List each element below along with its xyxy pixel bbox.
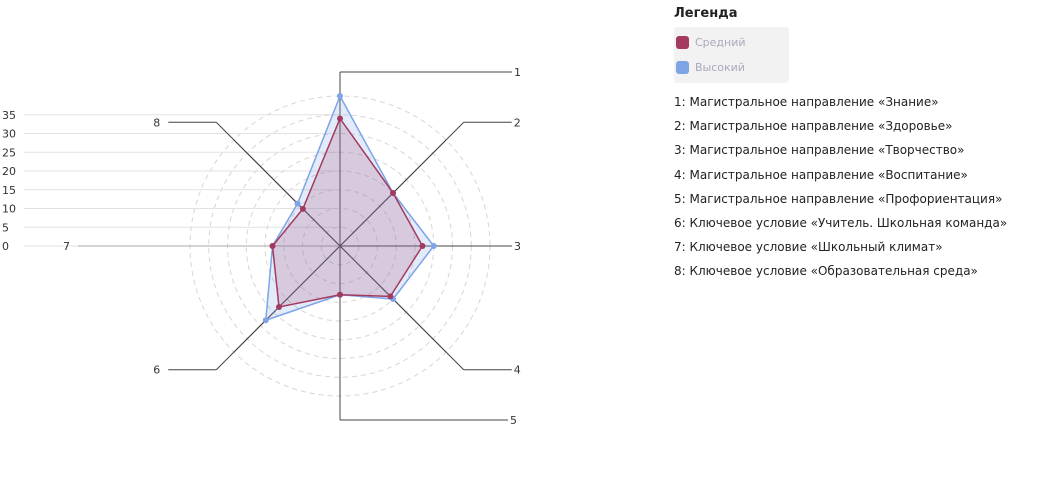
tick-label-15: 15	[2, 184, 16, 197]
series-point-medium-5	[337, 291, 343, 298]
tick-lines	[24, 114, 340, 247]
legend-series-box: Средний Высокий	[674, 27, 789, 83]
series-point-high-3	[430, 243, 437, 249]
leader-diagonal-2	[339, 121, 465, 247]
axis-label-1: 1	[514, 66, 521, 79]
axis-description-3: 3: Магистральное направление «Творчество…	[674, 143, 965, 158]
axis-description-2: 2: Магистральное направление «Здоровье»	[674, 119, 953, 134]
axis-description-4: 4: Магистральное направление «Воспитание…	[674, 167, 968, 182]
series-point-high-8	[294, 200, 301, 207]
series-point-medium-4	[387, 293, 394, 300]
tick-label-25: 25	[2, 146, 16, 159]
axis-label-2: 2	[514, 116, 521, 129]
legend-entry-high[interactable]: Высокий	[674, 55, 789, 80]
axis-description-list: 1: Магистральное направление «Знание» 2:…	[674, 90, 1039, 284]
series-point-high-6	[262, 317, 269, 324]
series-point-medium-6	[276, 303, 283, 310]
axis-label-6: 6	[153, 364, 160, 377]
axis-description-5: 5: Магистральное направление «Профориент…	[674, 191, 1003, 206]
legend-panel: Легенда Средний Высокий 1: Магистральное…	[674, 6, 1039, 284]
series-point-medium-2	[390, 189, 397, 196]
tick-labels: 0 5 10 15 20 25 30 35	[2, 109, 16, 253]
axis-label-7: 7	[63, 240, 70, 253]
axis-description-8: 8: Ключевое условие «Образовательная сре…	[674, 264, 978, 279]
series-layer	[262, 93, 437, 324]
series-point-medium-8	[299, 205, 306, 212]
series-point-medium-1	[337, 115, 343, 122]
tick-label-0: 0	[2, 240, 9, 253]
leader-diagonal-4	[339, 245, 465, 371]
axis-label-5: 5	[510, 414, 517, 427]
axis-labels: 1 2 3 4 5 6 7 8	[63, 66, 521, 427]
leader-diagonal-8	[215, 121, 341, 247]
tick-label-20: 20	[2, 165, 16, 178]
tick-label-30: 30	[2, 128, 16, 141]
axis-description-6: 6: Ключевое условие «Учитель. Школьная к…	[674, 215, 1008, 230]
axis-description-1: 1: Магистральное направление «Знание»	[674, 95, 939, 109]
legend-swatch-high	[676, 61, 689, 74]
axis-leader-lines	[78, 71, 512, 421]
legend-swatch-medium	[676, 36, 689, 49]
tick-label-35: 35	[2, 109, 16, 122]
axis-label-3: 3	[514, 240, 521, 253]
axis-label-4: 4	[514, 364, 521, 377]
series-point-medium-7	[269, 243, 276, 249]
series-point-high-1	[337, 93, 343, 99]
legend-entry-medium[interactable]: Средний	[674, 30, 789, 55]
axis-description-7: 7: Ключевое условие «Школьный климат»	[674, 240, 943, 255]
axis-label-8: 8	[153, 116, 160, 129]
tick-label-5: 5	[2, 221, 9, 234]
tick-label-10: 10	[2, 203, 16, 216]
legend-label-high: Высокий	[695, 61, 745, 74]
series-point-medium-3	[419, 243, 426, 249]
legend-label-medium: Средний	[695, 36, 746, 49]
radar-chart: 1 2 3 4 5 6 7 8 0 5 10 15 20 25 30 35	[2, 66, 521, 427]
legend-title: Легенда	[674, 6, 738, 21]
